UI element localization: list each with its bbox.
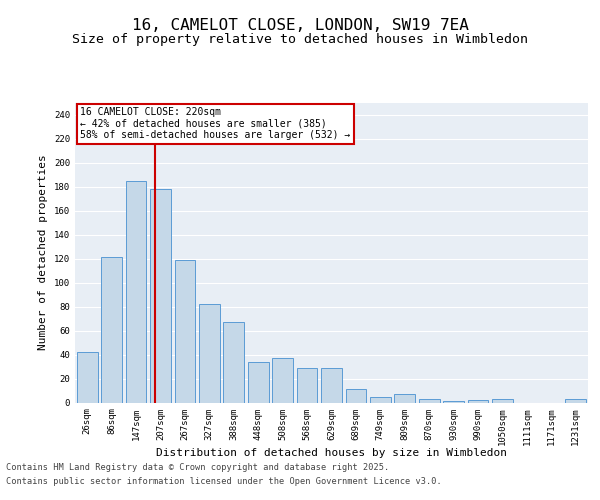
- Text: Contains public sector information licensed under the Open Government Licence v3: Contains public sector information licen…: [6, 478, 442, 486]
- Text: Size of property relative to detached houses in Wimbledon: Size of property relative to detached ho…: [72, 32, 528, 46]
- Bar: [223, 322, 244, 402]
- Bar: [346, 390, 367, 402]
- Y-axis label: Number of detached properties: Number of detached properties: [38, 154, 49, 350]
- Bar: [394, 394, 415, 402]
- Bar: [101, 258, 122, 402]
- Bar: [492, 399, 513, 402]
- Text: 16 CAMELOT CLOSE: 220sqm
← 42% of detached houses are smaller (385)
58% of semi-: 16 CAMELOT CLOSE: 220sqm ← 42% of detach…: [80, 107, 350, 140]
- Bar: [321, 368, 342, 402]
- X-axis label: Distribution of detached houses by size in Wimbledon: Distribution of detached houses by size …: [156, 448, 507, 458]
- Bar: [565, 399, 586, 402]
- Bar: [296, 368, 317, 402]
- Bar: [419, 399, 440, 402]
- Bar: [175, 260, 196, 402]
- Text: 16, CAMELOT CLOSE, LONDON, SW19 7EA: 16, CAMELOT CLOSE, LONDON, SW19 7EA: [131, 18, 469, 32]
- Bar: [125, 180, 146, 402]
- Bar: [199, 304, 220, 402]
- Bar: [77, 352, 98, 403]
- Text: Contains HM Land Registry data © Crown copyright and database right 2025.: Contains HM Land Registry data © Crown c…: [6, 462, 389, 471]
- Bar: [467, 400, 488, 402]
- Bar: [150, 189, 171, 402]
- Bar: [370, 396, 391, 402]
- Bar: [272, 358, 293, 403]
- Bar: [248, 362, 269, 403]
